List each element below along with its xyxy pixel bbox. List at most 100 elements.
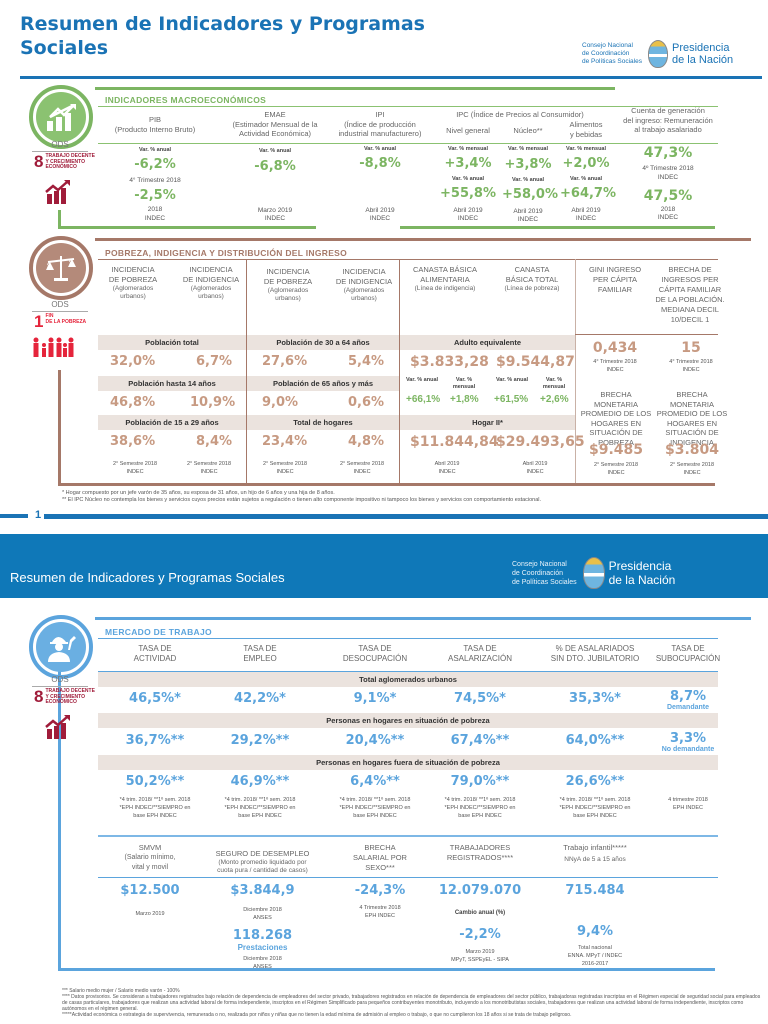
gini-h2: PER CÁPITA <box>592 275 638 284</box>
period: 4° Trimestre 2018 <box>593 359 637 365</box>
source: INDEC <box>683 470 701 476</box>
cuenta-header: Cuenta de generación del ingreso: Remune… <box>618 106 718 135</box>
smvm-period: Marzo 2019 <box>135 911 165 917</box>
src3: base EPH INDEC <box>573 813 617 819</box>
cbt-period: Abril 2019 INDEC <box>498 460 572 476</box>
infantil-source: Total nacional ENNA. MPyT / INDEC 2016-201… <box>535 944 655 968</box>
period: 2° Semestre 2018 <box>262 461 308 467</box>
asalarizacion-source: *4 trim. 2018/ **1º sem. 2018 *EPH INDEC/… <box>425 796 535 820</box>
cuenta-period-q: 4º Trimestre 2018 <box>642 165 694 172</box>
macro-section-title: INDICADORES MACROECONÓMICOS <box>105 95 267 105</box>
pib-period: 4° Trimestre 2018 <box>129 177 181 184</box>
ipc-nucleo-monthly: +3,8% <box>504 157 552 172</box>
cba-var-a-label: Var. % anual <box>405 377 439 383</box>
l1: TASA DE <box>243 644 277 653</box>
family-icon <box>32 337 74 362</box>
src1: Total nacional <box>578 945 612 951</box>
pib-h1: PIB <box>148 115 162 124</box>
band-hasta-14: Población hasta 14 años <box>98 376 246 391</box>
ipi-header: IPI (Índice de producción industrial man… <box>330 110 430 139</box>
labor-bottom-rule <box>58 968 715 971</box>
src3: base EPH INDEC <box>238 813 282 819</box>
cbt-header: CANASTA BÁSICA TOTAL (Línea de pobreza) <box>490 265 574 293</box>
band-hogares-pobreza: Personas en hogares en situación de pobr… <box>98 713 718 728</box>
source: INDEC <box>353 469 371 475</box>
hdr-l2: DE POBREZA <box>108 275 158 284</box>
period: Abril 2019 <box>434 461 460 467</box>
infantil-header: Trabajo infantil***** NNyA de 5 a 15 año… <box>535 843 655 864</box>
pib-value: -6,2% <box>134 157 176 172</box>
ipi-value: -8,8% <box>359 156 401 171</box>
bar-chart-growth-icon <box>36 92 86 142</box>
seguro-prestaciones-label: Prestaciones <box>237 943 288 952</box>
ipc-alim-var-m: Var. % mensual <box>565 146 607 152</box>
presidencia-l1: Presidencia <box>671 42 730 54</box>
l1: % DE ASALARIADOS <box>555 644 635 653</box>
desocupacion-pobreza: 20,4%** <box>345 733 405 748</box>
ipc-alim-monthly: +2,0% <box>562 156 610 171</box>
infantil-percent: 9,4% <box>576 924 614 939</box>
emae-period: Marzo 2019 <box>257 207 293 214</box>
period-mid-2: 2° Semestre 2018 INDEC <box>325 460 399 476</box>
brecha-indigencia-header: BRECHA MONETARIA PROMEDIO DE LOS HOGARES… <box>654 390 730 447</box>
actividad-no-pobreza: 50,2%** <box>125 774 185 789</box>
ipc-nucleo-period: Abril 2019 <box>513 208 543 215</box>
band-adulto-equivalente: Adulto equivalente <box>400 335 575 350</box>
emae-var-label: Var. % anual <box>258 148 292 154</box>
cbt-sub: (Línea de pobreza) <box>504 285 560 292</box>
infantil-value: 715.484 <box>565 883 625 898</box>
ods1-l1: FIN <box>45 313 54 319</box>
page-number: 1 <box>35 509 42 521</box>
source: INDEC <box>526 469 544 475</box>
poverty-top-rule <box>95 238 751 241</box>
period: 4° Trimestre 2018 <box>669 359 713 365</box>
period: 4 Trimestre 2018 <box>359 905 401 911</box>
subocupacion-total: 8,7% <box>669 689 707 704</box>
cuenta-value-q: 47,3% <box>643 145 693 161</box>
hdr-sub1: (Aglomerados <box>267 287 309 294</box>
labor-header-desocupacion: TASA DE DESOCUPACIÓN <box>320 644 430 664</box>
cba-period: Abril 2019 INDEC <box>410 460 484 476</box>
emae-source: INDEC <box>264 215 286 222</box>
macro-left-rule <box>58 210 61 228</box>
src2: *EPH INDEC/**SIEMPRO en <box>224 805 296 811</box>
sin-jubilatorio-source: *4 trim. 2018/ **1º sem. 2018 *EPH INDEC/… <box>535 796 655 820</box>
band-hogar-ii: Hogar II* <box>400 415 575 430</box>
presidencia-l2: de la Nación <box>671 54 734 66</box>
cba-adulto-value: $3.833,28 <box>410 354 489 370</box>
consejo-l3: de Políticas Sociales <box>512 578 577 586</box>
brecha-pobreza-header: BRECHA MONETARIA PROMEDIO DE LOS HOGARES… <box>578 390 654 447</box>
pob-total-indigencia: 6,7% <box>196 354 233 369</box>
ods8-number: 8 <box>34 687 44 706</box>
period: Marzo 2019 <box>465 949 495 955</box>
footnote-5: *****Actividad económica o estrategia de… <box>62 1012 572 1018</box>
ods8-l3: ECONÓMICO <box>45 164 77 170</box>
brecha-indigencia-period: 2° Semestre 2018 INDEC <box>654 461 730 477</box>
cbt-adulto-value: $9.544,87 <box>496 354 575 370</box>
page-title: Resumen de Indicadores y Programas Socia… <box>20 12 425 60</box>
registrados-value: 12.079.070 <box>438 883 522 898</box>
ipi-source: INDEC <box>369 215 391 222</box>
incidencia-pobreza-header-1: INCIDENCIA DE POBREZA (Aglomerados urban… <box>98 265 168 301</box>
band-total-aglomerados: Total aglomerados urbanos <box>98 672 718 687</box>
poverty-bottom-rule <box>58 483 715 486</box>
l2: PROMEDIO DE LOS <box>580 409 652 418</box>
hdr-sub2: urbanos) <box>198 293 224 300</box>
l2: SUBOCUPACIÓN <box>655 654 721 663</box>
h2: SALARIAL POR <box>353 853 407 862</box>
labor-top-rule <box>95 617 751 620</box>
cuenta-h2: del ingreso: Remuneración <box>623 115 713 125</box>
ods8-l2: Y CRECIMIENTO <box>45 158 86 165</box>
actividad-total: 46,5%* <box>129 691 181 706</box>
h1: SEGURO DE DESEMPLEO <box>215 849 310 858</box>
brecha-ingresos-period: 4° Trimestre 2018 INDEC <box>652 358 730 374</box>
svg-text:$: $ <box>69 260 73 267</box>
desocupacion-source: *4 trim. 2018/ **1º sem. 2018 *EPH INDEC/… <box>320 796 430 820</box>
band-total-hogares: Total de hogares <box>247 415 399 430</box>
ipc-alim-period: Abril 2019 <box>571 207 601 214</box>
source: INDEC <box>438 469 456 475</box>
cbt-var-annual: +61,5% <box>494 394 529 405</box>
seguro-prestaciones-value: 118.268 <box>232 928 293 943</box>
ipc-nucleo-var-m: Var. % mensual <box>507 146 549 152</box>
pib-h2: (Producto Interno Bruto) <box>114 124 196 134</box>
